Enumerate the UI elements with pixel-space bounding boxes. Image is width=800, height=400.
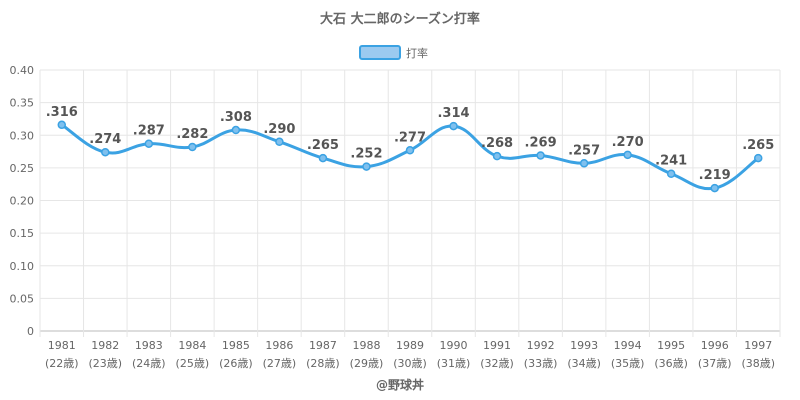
data-point [710, 183, 719, 193]
data-label: .290 [263, 122, 295, 137]
x-tick-label: 1986 [265, 339, 293, 352]
x-tick-label: 1992 [527, 339, 555, 352]
x-tick-label: 1982 [91, 339, 119, 352]
x-tick-label: 1988 [352, 339, 380, 352]
y-tick-label: 0.25 [10, 162, 35, 175]
data-label: .269 [525, 135, 557, 150]
data-point [144, 139, 154, 148]
x-tick-label: 1987 [309, 339, 337, 352]
credit-text: @野球丼 [376, 377, 424, 392]
x-tick-age-label: (24歳) [132, 357, 166, 370]
legend-label: 打率 [406, 46, 428, 60]
data-label: .257 [568, 143, 600, 158]
x-tick-label: 1984 [178, 339, 206, 352]
x-tick-age-label: (27歳) [263, 357, 297, 370]
data-label: .270 [612, 135, 644, 150]
x-tick-label: 1989 [396, 339, 424, 352]
data-point [666, 169, 676, 178]
grid [39, 69, 781, 337]
x-tick-age-label: (33歳) [524, 357, 558, 370]
legend-swatch [359, 45, 401, 60]
x-tick-age-label: (25歳) [176, 357, 210, 370]
x-tick-age-label: (31歳) [437, 357, 471, 370]
data-point [492, 151, 502, 161]
data-label: .268 [481, 136, 513, 151]
x-tick-label: 1981 [48, 339, 76, 352]
data-label: .277 [394, 130, 426, 145]
y-tick-label: 0.05 [10, 292, 35, 305]
x-tick-label: 1995 [657, 339, 685, 352]
x-tick-label: 1997 [744, 339, 772, 352]
x-tick-label: 1983 [135, 339, 163, 352]
y-tick-label: 0.40 [10, 64, 35, 77]
data-point [101, 147, 110, 157]
x-tick-age-label: (36歳) [654, 357, 688, 370]
data-point [405, 146, 415, 155]
y-tick-label: 0.20 [10, 195, 35, 208]
x-tick-age-label: (26歳) [219, 357, 253, 370]
data-point [362, 162, 371, 171]
y-tick-label: 0 [27, 325, 34, 338]
data-label: .316 [46, 105, 78, 120]
legend[interactable]: 打率 [359, 45, 428, 60]
x-tick-label: 1990 [440, 339, 468, 352]
data-label: .265 [307, 138, 339, 153]
data-label: .274 [89, 132, 121, 147]
x-tick-age-label: (29歳) [350, 357, 384, 370]
data-point [57, 120, 67, 130]
data-point [188, 142, 197, 152]
x-tick-age-label: (22歳) [45, 357, 79, 370]
data-point [318, 153, 328, 163]
y-tick-label: 0.30 [10, 129, 35, 142]
x-tick-age-label: (23歳) [88, 357, 122, 370]
x-tick-age-label: (28歳) [306, 357, 340, 370]
y-tick-label: 0.35 [10, 97, 35, 110]
chart-title: 大石 大二郎のシーズン打率 [320, 11, 480, 27]
x-tick-label: 1985 [222, 339, 250, 352]
data-label: .282 [176, 127, 208, 142]
x-tick-age-label: (38歳) [741, 357, 775, 370]
x-tick-age-label: (37歳) [698, 357, 732, 370]
data-point [449, 121, 458, 131]
x-tick-label: 1991 [483, 339, 511, 352]
data-label: .219 [699, 168, 731, 183]
data-label: .252 [350, 147, 382, 162]
series-batting-average [57, 120, 763, 193]
data-label: .308 [220, 110, 252, 125]
data-point [275, 137, 284, 147]
data-label: .241 [655, 154, 687, 169]
x-tick-age-label: (35歳) [611, 357, 645, 370]
data-point [753, 153, 763, 163]
y-tick-label: 0.10 [10, 260, 35, 273]
x-tick-age-label: (32歳) [480, 357, 514, 370]
x-tick-label: 1996 [701, 339, 729, 352]
data-point [579, 159, 589, 168]
data-label: .314 [437, 106, 469, 121]
x-tick-label: 1994 [614, 339, 642, 352]
data-labels: .316 .274 .287 .282 .308 .290 .265 .252 .277 .314… [46, 105, 775, 183]
data-label: .265 [742, 138, 774, 153]
x-tick-age-label: (34歳) [567, 357, 601, 370]
data-point [536, 151, 545, 160]
data-label: .287 [133, 124, 165, 139]
y-tick-label: 0.15 [10, 227, 35, 240]
data-point [231, 125, 241, 135]
x-tick-age-label: (30歳) [393, 357, 427, 370]
y-axis-ticks: 0 0.05 0.10 0.15 0.20 0.25 0.30 0.35 0.40 [10, 64, 35, 338]
data-point [623, 150, 632, 160]
x-tick-label: 1993 [570, 339, 598, 352]
x-axis-ticks: 1981 (22歳) 1982 (23歳) 1983 (24歳) 1984 (25歳) 1985… [45, 339, 775, 370]
